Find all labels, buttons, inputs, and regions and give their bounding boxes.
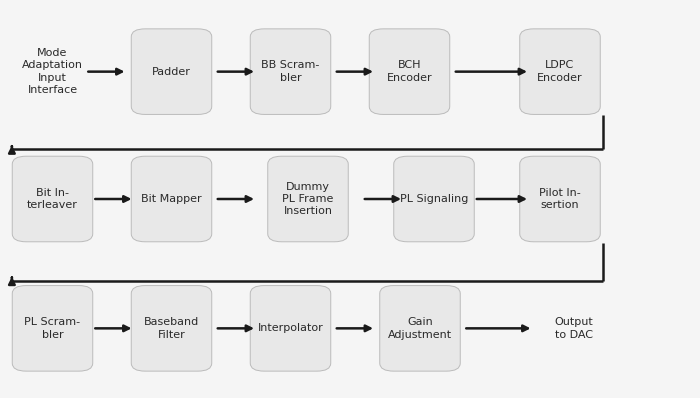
FancyBboxPatch shape — [132, 286, 211, 371]
Text: Dummy
PL Frame
Insertion: Dummy PL Frame Insertion — [282, 181, 334, 217]
Text: Padder: Padder — [152, 66, 191, 77]
FancyBboxPatch shape — [519, 29, 601, 115]
FancyBboxPatch shape — [370, 29, 449, 115]
FancyBboxPatch shape — [12, 156, 92, 242]
FancyBboxPatch shape — [132, 29, 211, 115]
Text: Output
to DAC: Output to DAC — [554, 317, 594, 339]
Text: Interpolator: Interpolator — [258, 323, 323, 334]
Text: BB Scram-
bler: BB Scram- bler — [261, 60, 320, 83]
Text: BCH
Encoder: BCH Encoder — [386, 60, 433, 83]
Text: PL Scram-
bler: PL Scram- bler — [25, 317, 80, 339]
FancyBboxPatch shape — [267, 156, 349, 242]
Text: Pilot In-
sertion: Pilot In- sertion — [539, 188, 581, 210]
Text: Baseband
Filter: Baseband Filter — [144, 317, 199, 339]
Text: Mode
Adaptation
Input
Interface: Mode Adaptation Input Interface — [22, 48, 83, 95]
Text: Gain
Adjustment: Gain Adjustment — [388, 317, 452, 339]
FancyBboxPatch shape — [393, 156, 475, 242]
FancyBboxPatch shape — [132, 156, 211, 242]
FancyBboxPatch shape — [12, 286, 92, 371]
Text: PL Signaling: PL Signaling — [400, 194, 468, 204]
FancyBboxPatch shape — [251, 29, 330, 115]
FancyBboxPatch shape — [251, 286, 330, 371]
Text: LDPC
Encoder: LDPC Encoder — [537, 60, 583, 83]
FancyBboxPatch shape — [379, 286, 461, 371]
Text: Bit In-
terleaver: Bit In- terleaver — [27, 188, 78, 210]
Text: Bit Mapper: Bit Mapper — [141, 194, 202, 204]
FancyBboxPatch shape — [519, 156, 601, 242]
